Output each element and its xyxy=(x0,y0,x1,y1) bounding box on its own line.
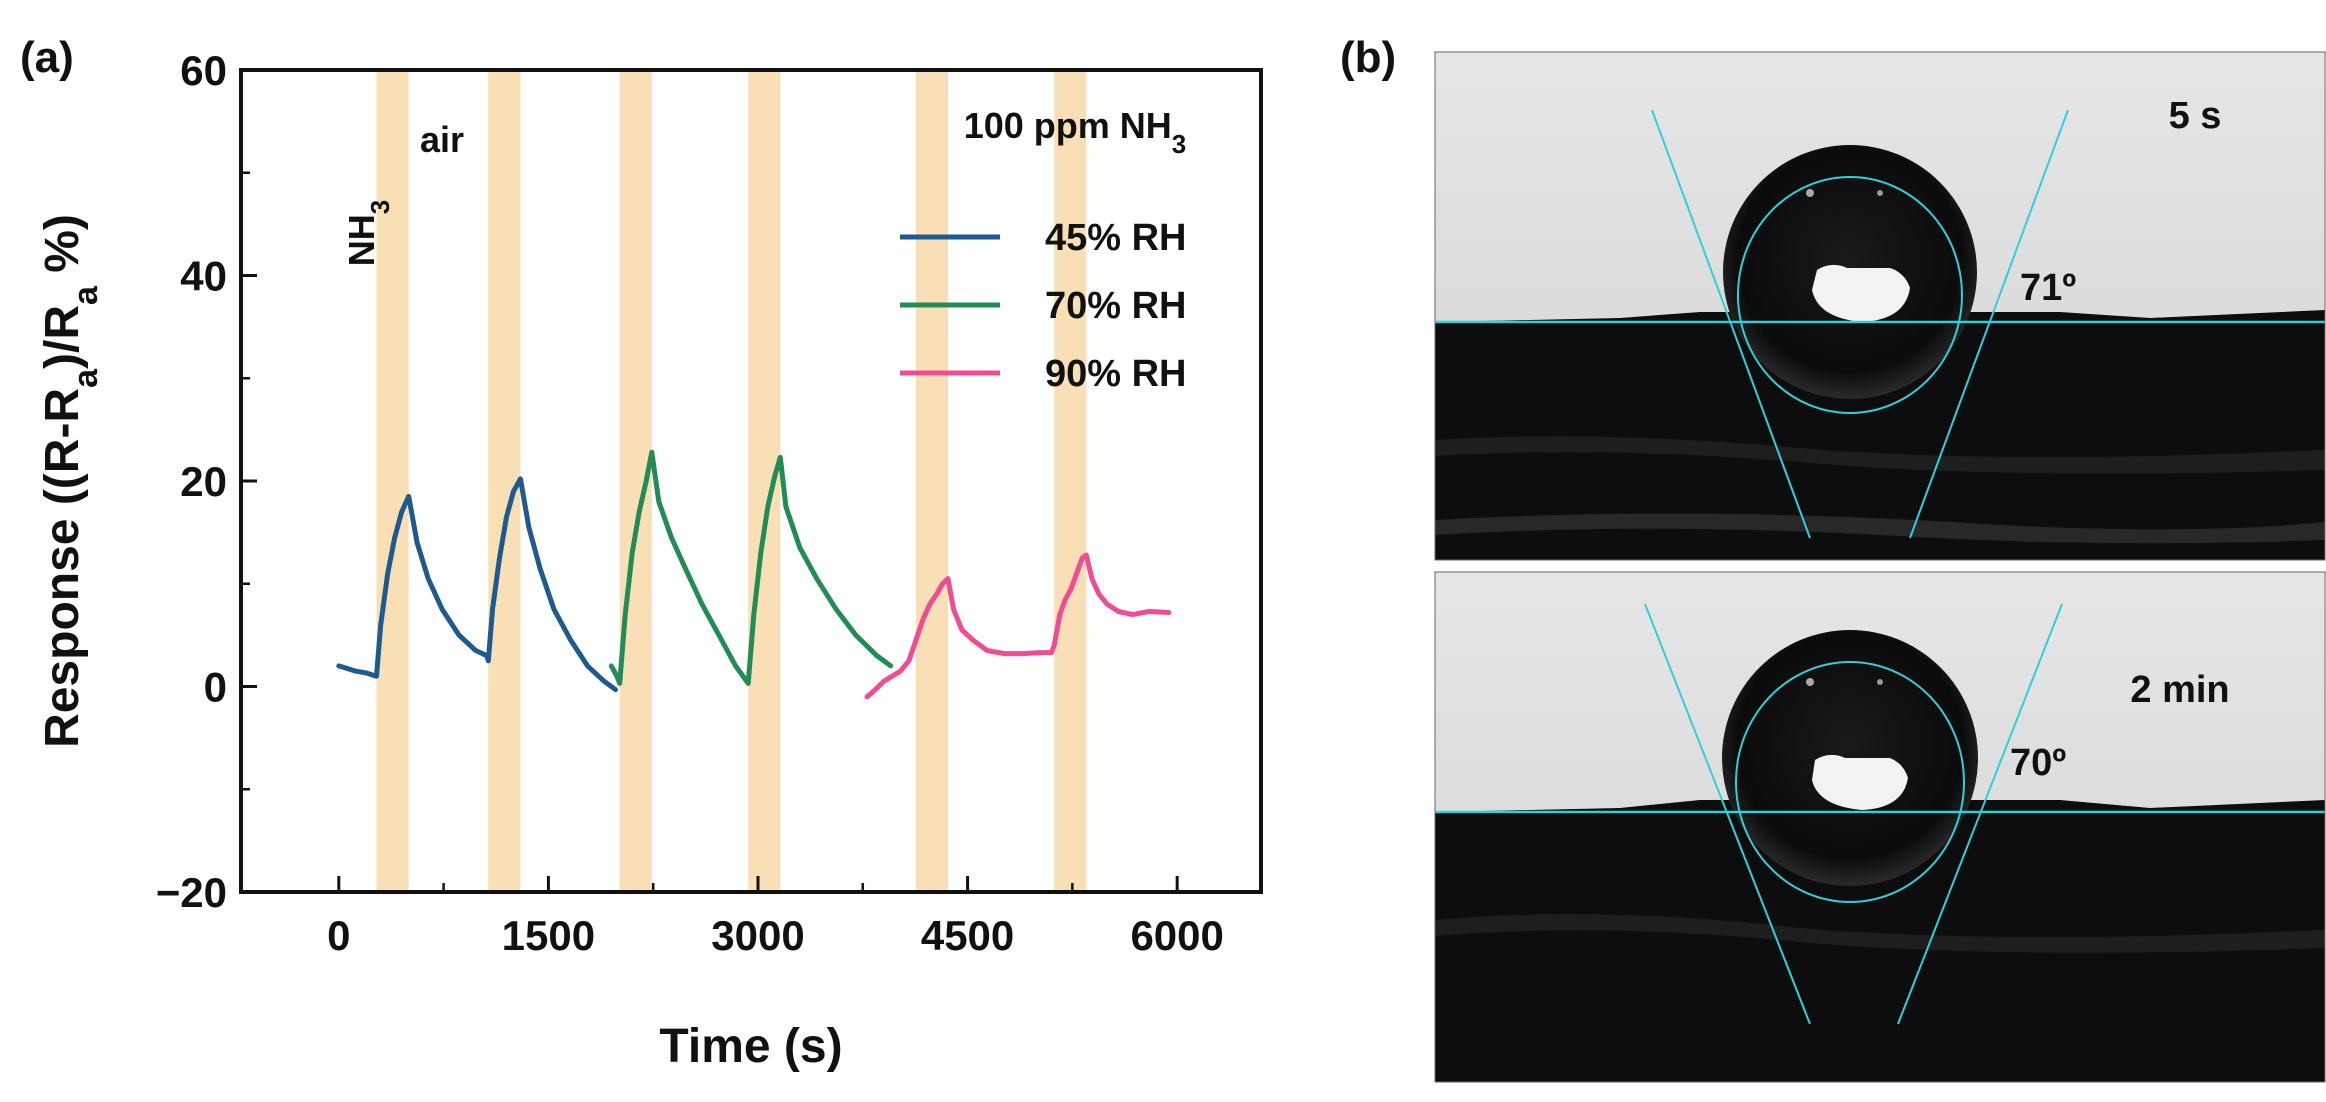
x-axis-title: Time (s) xyxy=(659,1020,842,1073)
panel-a-label: (a) xyxy=(20,33,74,82)
y-axis-title: Response ((R-Ra)/Ra %) xyxy=(36,214,105,748)
photo-1-tangent-right xyxy=(1909,109,2069,539)
photo-1-substrate xyxy=(1435,310,2325,560)
y-tick-label: 0 xyxy=(204,664,227,711)
nh3-band-2 xyxy=(488,70,521,892)
photo-1-angle-label: 71º xyxy=(2020,267,2076,309)
nh3-band-1 xyxy=(376,70,409,892)
contact-angle-photo-1: 5 s 71º xyxy=(1434,51,2326,561)
photo-1-tangent-left xyxy=(1651,109,1811,539)
y-tick-label: −20 xyxy=(156,869,227,916)
contact-angle-photo-2: 2 min 70º xyxy=(1434,571,2326,1083)
x-tick-label: 1500 xyxy=(502,912,595,959)
y-tick-label: 20 xyxy=(180,458,227,505)
response-chart: 0 1500 3000 4500 6000 −20 0 20 40 60 Time (s) Res… xyxy=(36,47,1263,1073)
legend-label: 90% RH xyxy=(1045,353,1187,395)
legend-label: 70% RH xyxy=(1045,285,1187,327)
x-tick-label: 6000 xyxy=(1130,912,1223,959)
photo-2-tangent-left xyxy=(1644,603,1811,1025)
series-line-70-rh xyxy=(608,449,894,686)
series-line-90-rh xyxy=(864,552,1172,700)
nh3-annotation: NH3 xyxy=(341,200,395,266)
gas-concentration-label: 100 ppm NH3 xyxy=(964,105,1187,159)
nh3-exposure-bands xyxy=(376,70,1087,892)
photo-1-time-label: 5 s xyxy=(2169,95,2222,137)
axis-ticks: 0 1500 3000 4500 6000 −20 0 20 40 60 xyxy=(156,47,1224,959)
droplet-1-highlight xyxy=(1812,264,1910,322)
y-tick-label: 60 xyxy=(180,47,227,94)
droplet-2-fit-circle xyxy=(1735,661,1965,903)
series-line-45-rh xyxy=(336,476,618,693)
legend: 45% RH 70% RH 90% RH xyxy=(900,217,1187,395)
x-tick-label: 3000 xyxy=(711,912,804,959)
panel-b-label: (b) xyxy=(1340,33,1396,82)
x-tick-label: 4500 xyxy=(921,912,1014,959)
x-tick-label: 0 xyxy=(327,912,350,959)
nh3-band-6 xyxy=(1054,70,1087,892)
photo-2-tangent-right xyxy=(1897,603,2063,1025)
y-tick-label: 40 xyxy=(180,253,227,300)
legend-label: 45% RH xyxy=(1045,217,1187,259)
photo-2-angle-label: 70º xyxy=(2010,742,2066,784)
series-lines xyxy=(336,449,1172,700)
nh3-band-5 xyxy=(915,70,949,892)
droplet-1-fit-circle xyxy=(1737,176,1963,414)
droplet-2-highlight xyxy=(1812,754,1908,810)
air-annotation: air xyxy=(420,119,464,160)
photo-2-time-label: 2 min xyxy=(2130,669,2229,711)
